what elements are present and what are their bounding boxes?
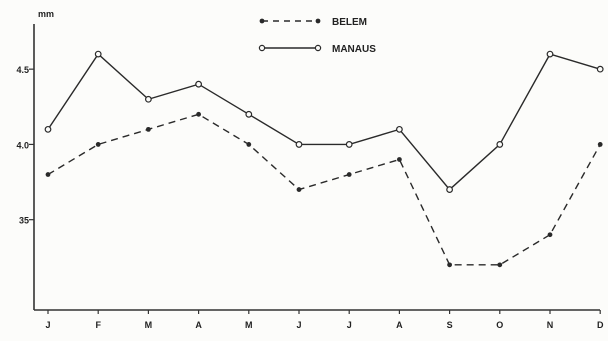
x-tick-label: M [245,320,253,330]
data-point [596,65,604,73]
y-axis-label: mm [38,9,54,19]
x-tick-label: J [45,320,50,330]
data-point [195,80,203,88]
data-point [245,110,253,118]
x-tick-label: D [597,320,604,330]
y-tick-label: 4.5 [16,65,29,75]
series-line-manaus [47,53,601,191]
data-point [546,50,554,58]
x-tick-label: A [396,320,403,330]
legend-label: MANAUS [332,44,376,55]
legend-marker [259,18,265,24]
data-point [94,50,102,58]
data-point [497,262,503,268]
data-point [396,125,403,133]
x-tick-label: M [145,320,153,330]
data-point [346,172,352,177]
series-line-belem [47,113,601,266]
x-tick-label: J [296,320,301,330]
data-point [144,95,152,103]
data-point [397,157,402,162]
legend-marker [315,18,321,24]
data-point [446,186,454,193]
data-point [295,141,303,148]
data-point [296,187,302,192]
x-tick-label: S [447,320,453,330]
x-tick-label: O [496,320,503,330]
data-point [246,142,252,147]
data-point [45,172,51,177]
y-tick-label: 4.0 [16,140,29,150]
data-point [447,262,452,268]
legend-marker [258,44,266,52]
legend-marker [314,44,322,52]
data-point [345,141,353,148]
data-point [597,142,603,147]
data-point [547,232,553,238]
x-tick-label: A [195,320,202,330]
data-point [496,141,504,148]
x-tick-label: F [95,320,101,330]
legend-label: BELEM [332,17,367,28]
data-point [44,125,52,133]
x-tick-label: N [547,320,554,330]
y-tick-label: 35 [19,216,29,226]
x-tick-label: J [347,320,352,330]
data-point [95,142,101,147]
data-point [196,111,202,117]
data-point [146,126,151,132]
